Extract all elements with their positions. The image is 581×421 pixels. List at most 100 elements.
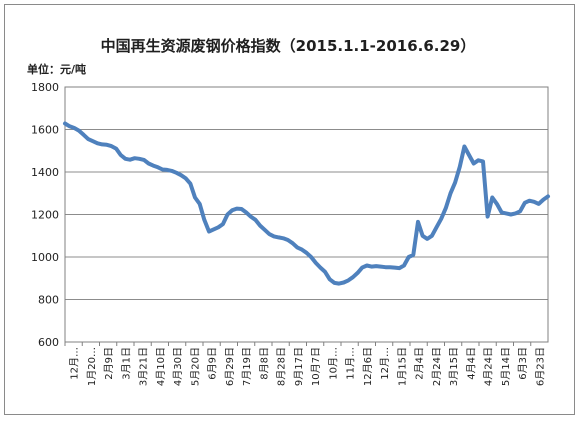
data-point (286, 238, 290, 242)
data-point (151, 164, 155, 168)
data-point (346, 278, 350, 282)
data-point (435, 225, 438, 229)
data-point (300, 248, 304, 252)
data-point (165, 168, 169, 172)
data-point (137, 157, 141, 161)
data-point (467, 153, 471, 157)
data-point (272, 234, 276, 238)
data-point (226, 213, 229, 216)
data-point (105, 143, 109, 147)
data-point (212, 227, 216, 231)
data-point (291, 241, 295, 245)
data-point (309, 255, 313, 259)
data-point (425, 237, 429, 241)
x-tick-label: 1月20… (86, 347, 98, 386)
data-point (481, 159, 485, 163)
data-point (490, 196, 494, 199)
data-point (267, 232, 271, 236)
data-point (532, 200, 536, 204)
data-point (546, 194, 550, 198)
data-point (235, 207, 239, 211)
data-point (379, 265, 383, 269)
data-point (332, 281, 336, 285)
y-axis-ticks: 600 800 1000 1200 1400 1600 1800 (31, 81, 59, 349)
data-point (82, 133, 86, 137)
x-tick-label: 10月… (327, 347, 339, 380)
series-line-0 (63, 121, 550, 286)
data-point (221, 222, 225, 226)
data-point (472, 162, 476, 165)
data-point (147, 162, 151, 165)
data-point (397, 266, 401, 270)
series-layer (63, 121, 550, 286)
data-point (305, 251, 308, 255)
data-point (216, 225, 220, 229)
data-point (509, 213, 513, 216)
data-point (119, 153, 123, 157)
x-tick-label: 12月6日 (362, 347, 374, 386)
data-point (500, 210, 504, 214)
x-tick-label: 11月… (345, 347, 357, 380)
y-tick-label: 1000 (31, 251, 59, 264)
data-point (175, 171, 178, 175)
y-tick-label: 800 (38, 294, 59, 307)
data-point (207, 230, 211, 233)
data-point (370, 265, 373, 269)
data-point (388, 265, 392, 269)
data-point (523, 201, 527, 205)
data-point (244, 210, 248, 214)
data-point (188, 182, 192, 186)
x-tick-label: 4月30日 (172, 347, 184, 386)
data-point (202, 218, 206, 222)
data-point (439, 217, 443, 221)
unit-label: 单位：元/吨 (27, 62, 86, 76)
data-point (156, 165, 160, 169)
data-point (100, 142, 104, 146)
x-tick-label: 8月8日 (258, 347, 270, 380)
data-point (384, 265, 387, 269)
data-point (374, 264, 378, 268)
data-point (109, 144, 113, 148)
data-point (504, 211, 508, 215)
data-point (430, 234, 434, 238)
x-axis-ticks: 12月… 1月20… 2月9日 3月1日 3月21日 4月10日 4月30日 5月20日 6月9… (64, 342, 546, 386)
data-point (77, 129, 81, 133)
x-tick-label: 1月15日 (396, 347, 408, 386)
x-tick-label: 2月9日 (103, 347, 115, 380)
data-point (133, 156, 137, 160)
data-point (518, 209, 522, 213)
data-point (63, 122, 67, 125)
x-tick-label: 8月28日 (276, 347, 288, 386)
x-tick-label: 12月… (69, 347, 81, 380)
y-tick-label: 1400 (31, 166, 59, 179)
data-point (91, 139, 95, 143)
data-point (444, 206, 448, 210)
data-point (462, 145, 466, 148)
data-point (86, 137, 90, 141)
data-point (184, 176, 188, 180)
y-tick-label: 1800 (31, 81, 59, 94)
data-point (356, 271, 360, 275)
x-tick-label: 2月4日 (414, 347, 426, 380)
data-point (253, 218, 257, 222)
data-point (411, 253, 415, 257)
y-tick-label: 1600 (31, 124, 59, 137)
data-point (277, 235, 281, 239)
line-chart: 中国再生资源废钢价格指数（2015.1.1-2016.6.29） 单位：元/吨 … (27, 37, 550, 386)
data-point (142, 158, 146, 162)
data-point (68, 124, 72, 128)
data-point (393, 266, 397, 270)
data-point (114, 147, 118, 151)
data-point (421, 234, 425, 238)
data-point (402, 264, 406, 267)
data-point (323, 270, 327, 274)
data-point (161, 168, 164, 171)
data-point (337, 282, 341, 286)
data-point (486, 215, 490, 219)
data-point (495, 202, 499, 206)
data-point (342, 281, 346, 284)
data-point (96, 141, 99, 145)
data-point (537, 202, 541, 206)
data-point (514, 211, 517, 215)
data-point (416, 220, 420, 224)
